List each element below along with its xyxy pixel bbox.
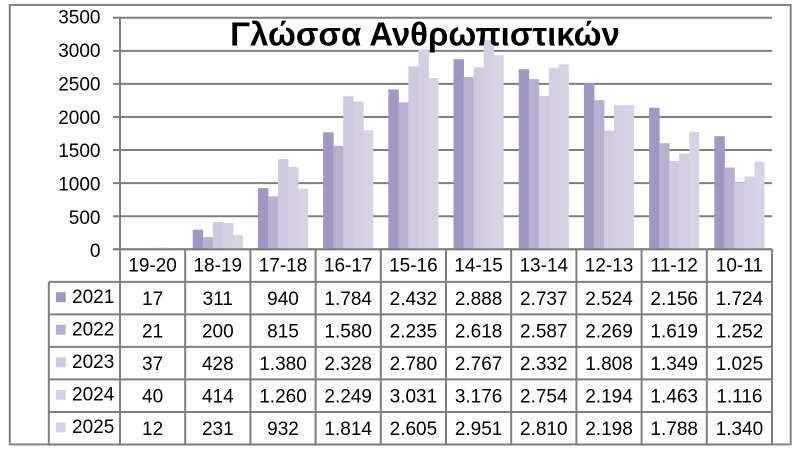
svg-text:1500: 1500 bbox=[58, 141, 100, 162]
svg-text:11-12: 11-12 bbox=[651, 255, 698, 276]
svg-text:2.249: 2.249 bbox=[324, 387, 372, 408]
svg-text:2.780: 2.780 bbox=[390, 354, 438, 375]
svg-text:2.235: 2.235 bbox=[390, 321, 438, 342]
svg-text:15-16: 15-16 bbox=[389, 255, 438, 276]
svg-text:12-13: 12-13 bbox=[585, 255, 634, 276]
svg-text:2.328: 2.328 bbox=[324, 354, 372, 375]
svg-text:2.432: 2.432 bbox=[390, 289, 438, 310]
svg-text:1.808: 1.808 bbox=[585, 354, 633, 375]
svg-text:18-19: 18-19 bbox=[193, 255, 242, 276]
svg-text:2.156: 2.156 bbox=[650, 289, 698, 310]
svg-text:2025: 2025 bbox=[72, 417, 114, 438]
svg-text:815: 815 bbox=[267, 321, 299, 342]
svg-text:1.025: 1.025 bbox=[716, 354, 764, 375]
svg-text:40: 40 bbox=[142, 387, 163, 408]
svg-text:2.951: 2.951 bbox=[455, 419, 503, 440]
svg-text:2.269: 2.269 bbox=[585, 321, 633, 342]
svg-text:19-20: 19-20 bbox=[128, 255, 177, 276]
svg-text:2023: 2023 bbox=[72, 352, 114, 373]
svg-text:37: 37 bbox=[142, 354, 163, 375]
svg-text:2500: 2500 bbox=[58, 74, 100, 95]
svg-text:14-15: 14-15 bbox=[454, 255, 503, 276]
svg-text:2000: 2000 bbox=[58, 108, 100, 129]
svg-text:10-11: 10-11 bbox=[716, 255, 763, 276]
svg-text:2022: 2022 bbox=[72, 320, 114, 341]
svg-text:3500: 3500 bbox=[58, 8, 100, 29]
svg-text:500: 500 bbox=[69, 208, 101, 229]
svg-text:1.580: 1.580 bbox=[324, 321, 372, 342]
svg-text:1.340: 1.340 bbox=[716, 419, 764, 440]
svg-text:3.176: 3.176 bbox=[455, 387, 503, 408]
svg-text:1.349: 1.349 bbox=[650, 354, 698, 375]
svg-text:Γλώσσα Ανθρωπιστικών: Γλώσσα Ανθρωπιστικών bbox=[230, 16, 620, 53]
svg-text:1000: 1000 bbox=[58, 174, 100, 195]
svg-text:17: 17 bbox=[142, 289, 163, 310]
svg-text:2.332: 2.332 bbox=[520, 354, 568, 375]
svg-text:2.754: 2.754 bbox=[520, 387, 568, 408]
svg-text:200: 200 bbox=[202, 321, 234, 342]
svg-text:12: 12 bbox=[142, 419, 163, 440]
svg-text:2.605: 2.605 bbox=[390, 419, 438, 440]
svg-text:940: 940 bbox=[267, 289, 299, 310]
svg-text:1.116: 1.116 bbox=[716, 387, 762, 408]
svg-text:932: 932 bbox=[267, 419, 299, 440]
svg-text:17-18: 17-18 bbox=[259, 255, 308, 276]
svg-text:3000: 3000 bbox=[58, 41, 100, 62]
svg-text:2.194: 2.194 bbox=[585, 387, 633, 408]
svg-text:2.737: 2.737 bbox=[520, 289, 568, 310]
svg-text:21: 21 bbox=[142, 321, 163, 342]
svg-text:1.788: 1.788 bbox=[650, 419, 698, 440]
svg-text:2021: 2021 bbox=[72, 287, 114, 308]
svg-text:1.814: 1.814 bbox=[324, 419, 372, 440]
svg-text:1.260: 1.260 bbox=[259, 387, 307, 408]
svg-text:2.618: 2.618 bbox=[455, 321, 503, 342]
svg-text:0: 0 bbox=[90, 241, 101, 262]
svg-text:231: 231 bbox=[202, 419, 234, 440]
svg-text:2.587: 2.587 bbox=[520, 321, 568, 342]
svg-text:2024: 2024 bbox=[72, 385, 115, 406]
svg-text:1.380: 1.380 bbox=[259, 354, 307, 375]
svg-text:1.724: 1.724 bbox=[716, 289, 764, 310]
svg-text:2.810: 2.810 bbox=[520, 419, 568, 440]
svg-text:311: 311 bbox=[203, 289, 233, 310]
svg-text:13-14: 13-14 bbox=[519, 255, 568, 276]
svg-text:2.198: 2.198 bbox=[585, 419, 633, 440]
svg-text:2.524: 2.524 bbox=[585, 289, 633, 310]
svg-text:3.031: 3.031 bbox=[390, 387, 438, 408]
svg-text:1.252: 1.252 bbox=[716, 321, 764, 342]
svg-text:1.463: 1.463 bbox=[650, 387, 698, 408]
svg-text:16-17: 16-17 bbox=[324, 255, 373, 276]
svg-text:1.784: 1.784 bbox=[324, 289, 372, 310]
svg-text:2.888: 2.888 bbox=[455, 289, 503, 310]
svg-text:2.767: 2.767 bbox=[455, 354, 503, 375]
svg-text:414: 414 bbox=[202, 387, 234, 408]
svg-text:428: 428 bbox=[202, 354, 234, 375]
svg-text:1.619: 1.619 bbox=[650, 321, 698, 342]
